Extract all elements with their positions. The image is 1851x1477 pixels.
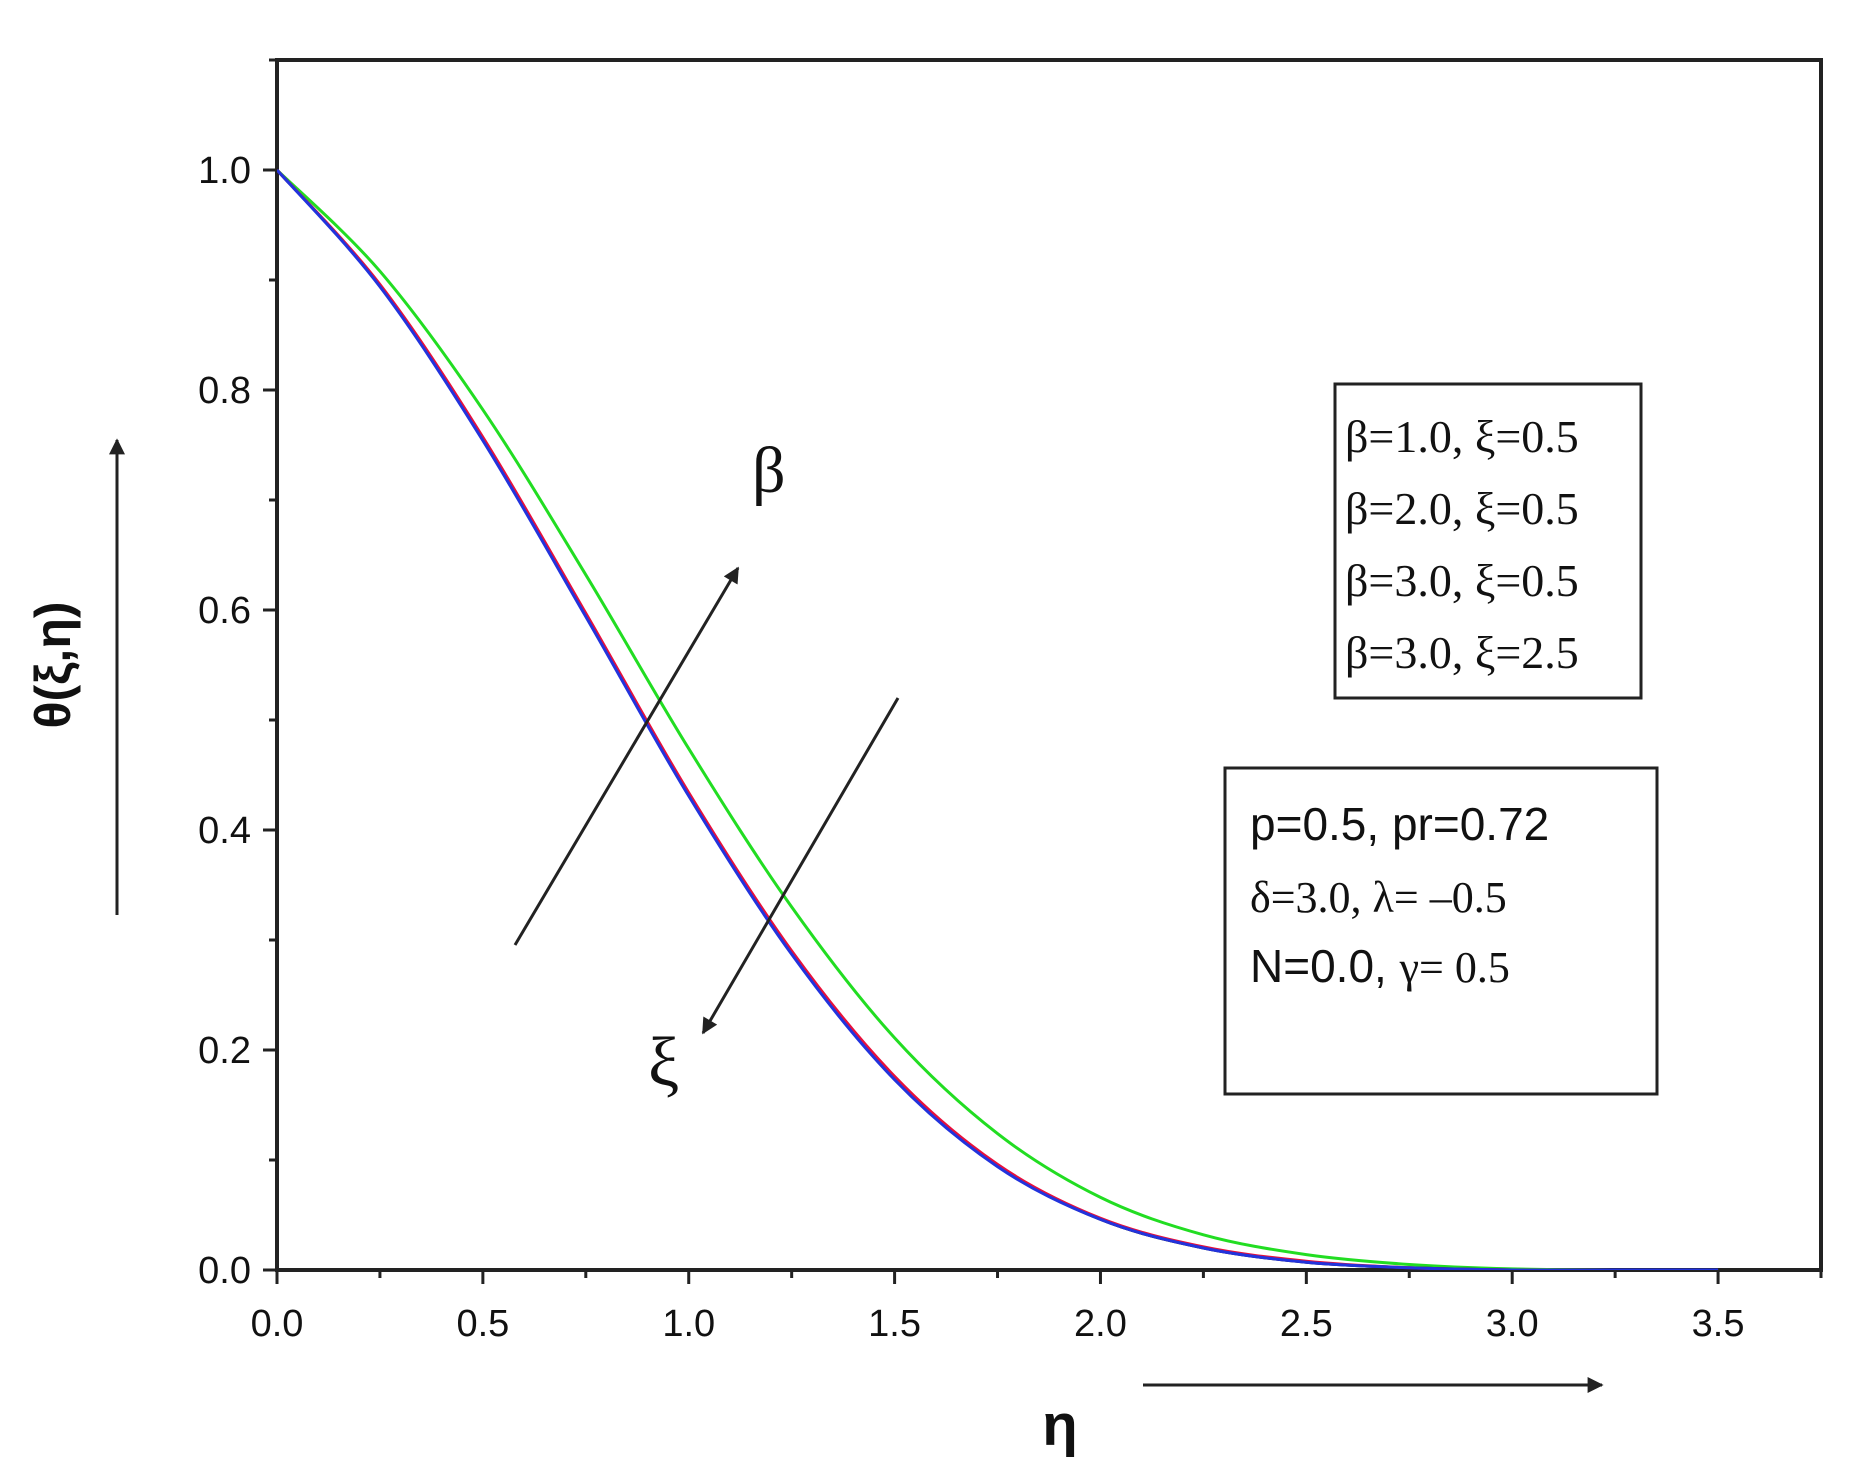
x-axis-title: η bbox=[1042, 1393, 1077, 1458]
series-line-4 bbox=[277, 168, 1719, 1270]
parameter-line-3-sans: N=0.0, bbox=[1250, 940, 1400, 992]
y-axis-ticks: 0.0 0.2 0.4 0.6 0.8 1.0 bbox=[198, 58, 277, 1292]
x-tick-label: 0.5 bbox=[456, 1303, 509, 1345]
y-axis-title: θ(ξ,η) bbox=[25, 601, 81, 728]
parameter-line-3: N=0.0, γ= 0.5 bbox=[1250, 940, 1510, 992]
plot-frame bbox=[275, 58, 1823, 1272]
parameter-line-2: δ=3.0, λ= –0.5 bbox=[1250, 873, 1507, 922]
beta-annotation: β bbox=[752, 434, 786, 507]
y-tick-label: 0.6 bbox=[198, 590, 251, 632]
x-tick-label: 3.5 bbox=[1692, 1303, 1745, 1345]
y-tick-label: 0.4 bbox=[198, 810, 251, 852]
x-tick-label: 3.0 bbox=[1486, 1303, 1539, 1345]
parameter-box-frame bbox=[1223, 766, 1659, 1096]
y-tick-label: 0.0 bbox=[198, 1250, 251, 1292]
x-tick-label: 0.0 bbox=[251, 1303, 304, 1345]
legend-box bbox=[1333, 382, 1643, 700]
x-tick-label: 1.0 bbox=[662, 1303, 715, 1345]
y-tick-label: 0.2 bbox=[198, 1030, 251, 1072]
series-layer bbox=[277, 168, 1719, 1270]
parameter-line-1: p=0.5, pr=0.72 bbox=[1250, 798, 1549, 850]
x-tick-label: 2.5 bbox=[1280, 1303, 1333, 1345]
xi-annotation: ξ bbox=[648, 1024, 679, 1101]
parameter-box: p=0.5, pr=0.72 δ=3.0, λ= –0.5 N=0.0, γ= … bbox=[1223, 766, 1659, 1096]
x-axis-ticks: 0.0 0.5 1.0 1.5 2.0 2.5 3.0 3.5 bbox=[251, 1270, 1823, 1345]
x-tick-label: 1.5 bbox=[868, 1303, 921, 1345]
legend-entry: β=3.0, ξ=0.5 bbox=[1345, 555, 1579, 606]
legend-entry: β=3.0, ξ=2.5 bbox=[1345, 627, 1579, 678]
legend: β=1.0, ξ=0.5 β=2.0, ξ=0.5 β=3.0, ξ=0.5 β… bbox=[1333, 382, 1643, 700]
beta-arrow bbox=[513, 566, 740, 946]
series-line-2 bbox=[277, 168, 1719, 1270]
legend-entry: β=1.0, ξ=0.5 bbox=[1345, 411, 1579, 462]
legend-entry: β=2.0, ξ=0.5 bbox=[1345, 483, 1579, 534]
x-tick-label: 2.0 bbox=[1074, 1303, 1127, 1345]
y-tick-label: 1.0 bbox=[198, 150, 251, 192]
xi-arrow bbox=[701, 697, 900, 1035]
series-line-3 bbox=[277, 169, 1719, 1270]
parameter-line-3-serif: γ= 0.5 bbox=[1399, 943, 1510, 992]
y-tick-label: 0.8 bbox=[198, 370, 251, 412]
series-line-1 bbox=[277, 169, 1719, 1270]
